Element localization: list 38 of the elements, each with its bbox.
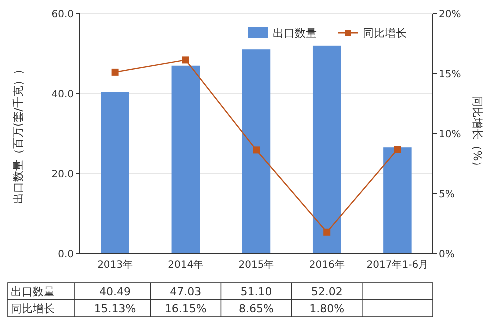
text: 出口数量 [11,285,55,298]
y-tick-label: 20.0 [52,170,74,180]
y2-tick-label: 20% [439,10,462,20]
bar [101,92,130,254]
data-label: 1.80% [310,302,345,316]
point [253,146,260,154]
legend-label: 出口数量 [273,26,317,40]
y2-tick-label: 10% [439,130,462,140]
data-label: 16.15% [164,302,207,316]
x-tick-label: 2017年1-6月 [366,259,429,271]
y2-tick-label: 15% [439,70,462,80]
data-label: 51.10 [240,285,272,298]
y2-tick-label: 5% [439,190,455,200]
legend-label: 同比增长 [363,26,407,40]
point [182,56,190,64]
point [394,146,402,154]
y-tick-label: 40.0 [52,90,74,100]
y-tick-label: 0.0 [58,250,74,260]
point [324,228,331,236]
data-label: 47.03 [170,285,202,298]
bar [172,66,200,254]
data-label: 8.65% [239,302,274,316]
x-tick-label: 2016年 [309,259,345,271]
y2-axis-title: 同比增长（%） [471,96,484,172]
bar [242,50,271,254]
bar [384,148,412,254]
bar [312,46,342,254]
y2-tick-label: 0% [439,250,455,260]
x-tick-label: 2014年 [168,259,204,271]
data-label: 52.02 [311,285,343,298]
data-label: 15.13% [94,302,136,316]
y-axis-title: 出口数量（百万(套/千克）） [12,64,25,204]
data-label: 40.49 [100,285,132,298]
x-tick-label: 2015年 [238,259,274,271]
text: 同比增长 [11,302,55,316]
point [112,68,119,76]
x-tick-label: 2013年 [98,259,134,271]
y-tick-label: 60.0 [52,10,74,20]
